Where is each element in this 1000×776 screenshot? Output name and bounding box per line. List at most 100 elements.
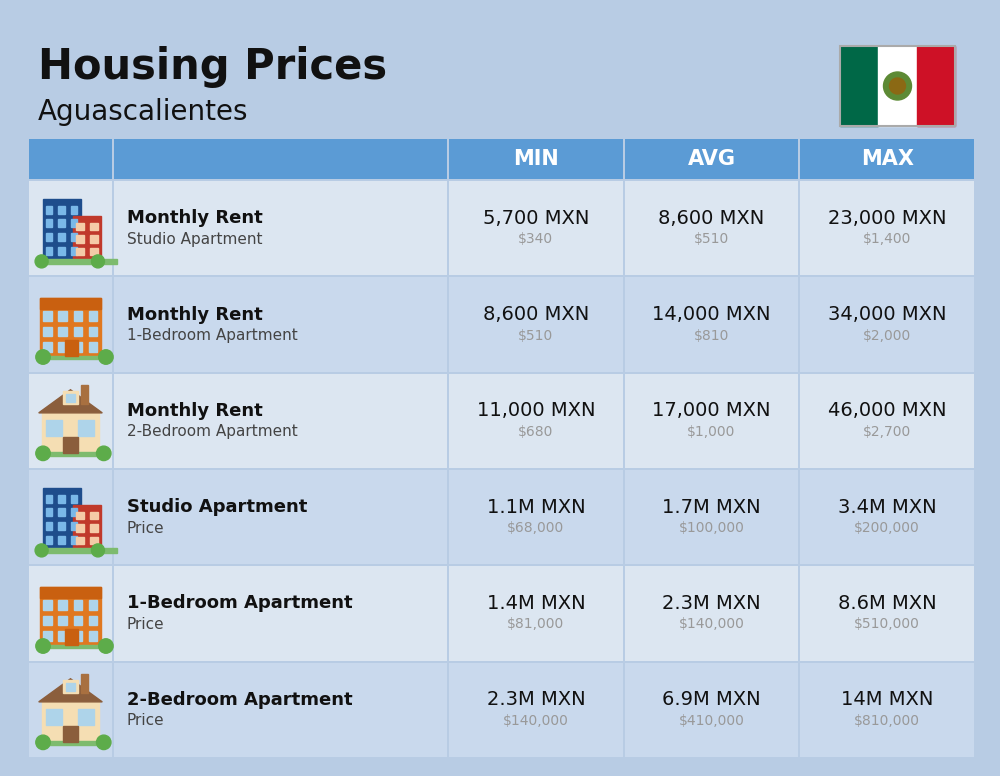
Bar	[39, 259, 117, 264]
Bar	[76, 511, 84, 518]
Bar	[114, 566, 447, 660]
Bar	[90, 248, 98, 255]
Bar	[449, 139, 623, 179]
Bar	[878, 46, 917, 126]
Text: 1.1M MXN: 1.1M MXN	[487, 497, 585, 517]
Bar	[71, 247, 77, 255]
Bar	[89, 342, 97, 352]
Bar	[63, 681, 78, 693]
Bar	[81, 674, 88, 693]
Circle shape	[91, 255, 104, 268]
Bar	[625, 663, 798, 757]
Text: $810,000: $810,000	[854, 714, 920, 728]
Bar	[39, 548, 117, 553]
Bar	[42, 702, 99, 742]
Bar	[840, 46, 878, 126]
Bar	[43, 342, 52, 352]
Text: 8,600 MXN: 8,600 MXN	[658, 209, 765, 227]
Bar	[71, 206, 77, 213]
Circle shape	[35, 544, 48, 557]
Bar	[63, 391, 78, 404]
Bar	[76, 537, 84, 544]
Bar	[46, 522, 52, 530]
Bar	[43, 311, 52, 321]
Text: Price: Price	[127, 521, 165, 535]
Bar	[89, 631, 97, 641]
Circle shape	[36, 446, 50, 461]
Bar	[71, 220, 77, 227]
Circle shape	[36, 639, 50, 653]
Text: 8,600 MXN: 8,600 MXN	[483, 305, 589, 324]
Bar	[46, 535, 52, 543]
Bar	[37, 645, 104, 648]
Bar	[65, 340, 78, 356]
Bar	[46, 709, 62, 725]
Text: MIN: MIN	[513, 149, 559, 169]
Bar	[71, 535, 77, 543]
Bar	[46, 220, 52, 227]
Bar	[58, 522, 65, 530]
Bar	[89, 327, 97, 337]
Text: 1.7M MXN: 1.7M MXN	[662, 497, 761, 517]
Text: 17,000 MXN: 17,000 MXN	[652, 401, 771, 421]
Bar	[46, 233, 52, 241]
Text: $340: $340	[518, 232, 553, 246]
Text: 1.4M MXN: 1.4M MXN	[487, 594, 585, 613]
Bar	[800, 470, 974, 564]
Bar	[58, 508, 65, 516]
Polygon shape	[39, 390, 102, 413]
Bar	[71, 522, 77, 530]
Bar	[840, 46, 955, 126]
Bar	[114, 181, 447, 275]
Text: Price: Price	[127, 713, 165, 729]
Bar	[114, 139, 447, 179]
Bar	[58, 342, 67, 352]
Text: MAX: MAX	[861, 149, 914, 169]
Circle shape	[97, 735, 111, 750]
Bar	[625, 181, 798, 275]
Text: 3.4M MXN: 3.4M MXN	[838, 497, 936, 517]
Text: $510: $510	[694, 232, 729, 246]
Bar	[65, 629, 78, 646]
Bar	[29, 374, 112, 468]
Bar	[29, 663, 112, 757]
Bar	[76, 248, 84, 255]
Bar	[625, 566, 798, 660]
Text: $1,000: $1,000	[687, 424, 736, 439]
Text: $100,000: $100,000	[679, 521, 744, 535]
Bar	[89, 311, 97, 321]
Bar	[800, 181, 974, 275]
Bar	[449, 181, 623, 275]
Circle shape	[99, 350, 113, 364]
Text: $2,700: $2,700	[863, 424, 911, 439]
Text: $81,000: $81,000	[507, 618, 564, 632]
Bar	[73, 505, 101, 549]
Bar	[29, 181, 112, 275]
Circle shape	[890, 78, 906, 94]
Bar	[73, 216, 101, 261]
Bar	[89, 601, 97, 610]
Bar	[74, 601, 82, 610]
Bar	[58, 327, 67, 337]
Bar	[43, 615, 52, 625]
Bar	[66, 683, 75, 691]
Bar	[78, 420, 94, 436]
Bar	[114, 374, 447, 468]
Text: Aguascalientes: Aguascalientes	[38, 98, 248, 126]
Text: 34,000 MXN: 34,000 MXN	[828, 305, 946, 324]
Bar	[38, 741, 103, 744]
Bar	[800, 663, 974, 757]
Circle shape	[99, 639, 113, 653]
Circle shape	[35, 255, 48, 268]
Bar	[114, 470, 447, 564]
Text: $680: $680	[518, 424, 554, 439]
Text: Price: Price	[127, 617, 165, 632]
Bar	[71, 508, 77, 516]
Text: Monthly Rent: Monthly Rent	[127, 402, 263, 420]
Bar	[800, 374, 974, 468]
Bar	[800, 139, 974, 179]
Bar	[114, 663, 447, 757]
Bar	[74, 631, 82, 641]
Bar	[58, 615, 67, 625]
Bar	[76, 525, 84, 532]
